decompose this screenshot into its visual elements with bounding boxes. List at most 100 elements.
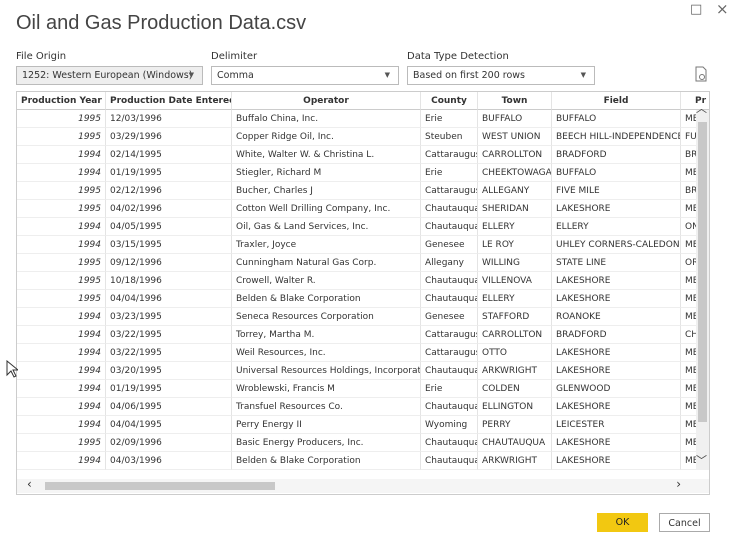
table-cell: Weil Resources, Inc.: [232, 344, 421, 362]
table-cell: Erie: [421, 164, 478, 182]
table-cell: ME: [681, 416, 709, 434]
table-cell: LAKESHORE: [552, 362, 681, 380]
table-cell: White, Walter W. & Christina L.: [232, 146, 421, 164]
table-cell: Torrey, Martha M.: [232, 326, 421, 344]
table-cell: Traxler, Joyce: [232, 236, 421, 254]
table-cell: ARKWRIGHT: [478, 362, 552, 380]
table-cell: ELLERY: [478, 290, 552, 308]
file-origin-dropdown[interactable]: 1252: Western European (Windows) ▼: [16, 66, 203, 85]
dropdown-value: Based on first 200 rows: [413, 70, 526, 81]
table-cell: Erie: [421, 110, 478, 128]
column-header: Field: [552, 92, 681, 110]
table-cell: Buffalo China, Inc.: [232, 110, 421, 128]
table-cell: 1995: [17, 110, 106, 128]
table-cell: Crowell, Walter R.: [232, 272, 421, 290]
dialog-title: Oil and Gas Production Data.csv: [16, 12, 307, 34]
table-cell: 01/19/1995: [106, 380, 232, 398]
table-cell: Wroblewski, Francis M: [232, 380, 421, 398]
vertical-scrollbar[interactable]: [696, 110, 709, 470]
horizontal-scrollbar[interactable]: ‹ ›: [17, 477, 709, 493]
delimiter-dropdown[interactable]: Comma ▼: [211, 66, 399, 85]
detection-dropdown[interactable]: Based on first 200 rows ▼: [407, 66, 595, 85]
column-header: Pr: [681, 92, 709, 110]
table-cell: Cunningham Natural Gas Corp.: [232, 254, 421, 272]
table-cell: BUFFALO: [552, 110, 681, 128]
table-cell: ALLEGANY: [478, 182, 552, 200]
table-cell: Chautauqua: [421, 290, 478, 308]
table-cell: 03/22/1995: [106, 326, 232, 344]
table-cell: Oil, Gas & Land Services, Inc.: [232, 218, 421, 236]
table-cell: 02/12/1996: [106, 182, 232, 200]
table-cell: Cattaraugus: [421, 146, 478, 164]
table-cell: Belden & Blake Corporation: [232, 290, 421, 308]
table-cell: VILLENOVA: [478, 272, 552, 290]
table-cell: Genesee: [421, 236, 478, 254]
table-cell: FU: [681, 128, 709, 146]
table-cell: 02/09/1996: [106, 434, 232, 452]
table-cell: ELLERY: [478, 218, 552, 236]
table-cell: ME: [681, 236, 709, 254]
cancel-button[interactable]: Cancel: [659, 513, 710, 532]
scroll-down[interactable]: ﹀: [696, 454, 707, 467]
table-cell: 1994: [17, 218, 106, 236]
table-cell: 1995: [17, 272, 106, 290]
table-cell: Seneca Resources Corporation: [232, 308, 421, 326]
table-cell: 03/22/1995: [106, 344, 232, 362]
table-cell: 1995: [17, 128, 106, 146]
table-cell: 1994: [17, 416, 106, 434]
table-cell: 04/06/1995: [106, 398, 232, 416]
table-cell: LAKESHORE: [552, 398, 681, 416]
table-cell: Belden & Blake Corporation: [232, 452, 421, 470]
table-cell: BUFFALO: [552, 164, 681, 182]
table-cell: LAKESHORE: [552, 200, 681, 218]
table-cell: 04/02/1996: [106, 200, 232, 218]
table-cell: LEICESTER: [552, 416, 681, 434]
table-cell: ARKWRIGHT: [478, 452, 552, 470]
table-cell: Cattaraugus: [421, 344, 478, 362]
table-cell: 04/05/1995: [106, 218, 232, 236]
table-cell: 04/03/1996: [106, 452, 232, 470]
column-header: Operator: [232, 92, 421, 110]
table-cell: ELLINGTON: [478, 398, 552, 416]
scroll-up[interactable]: ︿: [696, 102, 707, 115]
table-cell: UHLEY CORNERS-CALEDONIA: [552, 236, 681, 254]
table-cell: ME: [681, 164, 709, 182]
close-button[interactable]: ×: [716, 0, 729, 18]
table-cell: 1994: [17, 344, 106, 362]
table-cell: BEECH HILL-INDEPENDENCE: [552, 128, 681, 146]
column-header: Production Year: [17, 92, 106, 110]
table-cell: 04/04/1995: [106, 416, 232, 434]
table-cell: 1995: [17, 434, 106, 452]
table-cell: Universal Resources Holdings, Incorporat…: [232, 362, 421, 380]
table-cell: OR: [681, 254, 709, 272]
table-cell: Cotton Well Drilling Company, Inc.: [232, 200, 421, 218]
table-cell: Chautauqua: [421, 362, 478, 380]
table-cell: STAFFORD: [478, 308, 552, 326]
preview-table: Production Year Production Date Entered Op…: [16, 91, 710, 495]
refresh-icon[interactable]: [694, 66, 708, 82]
dropdown-value: 1252: Western European (Windows): [22, 70, 193, 81]
table-cell: Chautauqua: [421, 200, 478, 218]
table-cell: LAKESHORE: [552, 434, 681, 452]
table-cell: GLENWOOD: [552, 380, 681, 398]
table-cell: STATE LINE: [552, 254, 681, 272]
field-label: Delimiter: [211, 51, 258, 62]
ok-button[interactable]: OK: [597, 513, 648, 532]
table-cell: WEST UNION: [478, 128, 552, 146]
table-cell: 1995: [17, 254, 106, 272]
table-cell: 1994: [17, 362, 106, 380]
table-cell: LAKESHORE: [552, 290, 681, 308]
table-cell: Erie: [421, 380, 478, 398]
table-cell: CH: [681, 326, 709, 344]
table-cell: SHERIDAN: [478, 200, 552, 218]
table-cell: 1994: [17, 452, 106, 470]
table-cell: Chautauqua: [421, 398, 478, 416]
table-cell: 03/15/1995: [106, 236, 232, 254]
mouse-cursor: [6, 360, 18, 378]
table-cell: Chautauqua: [421, 272, 478, 290]
table-cell: ME: [681, 362, 709, 380]
table-cell: 1995: [17, 182, 106, 200]
table-cell: Bucher, Charles J: [232, 182, 421, 200]
maximize-button[interactable]: □: [690, 2, 703, 17]
table-cell: 1994: [17, 398, 106, 416]
